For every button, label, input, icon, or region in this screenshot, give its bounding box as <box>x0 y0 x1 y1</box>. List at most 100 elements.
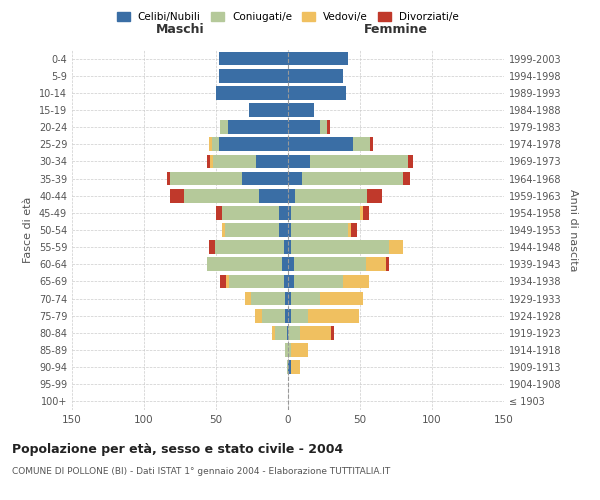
Bar <box>288 103 314 117</box>
Bar <box>288 206 291 220</box>
Bar <box>288 172 302 185</box>
Bar <box>209 138 212 151</box>
Bar <box>288 189 295 202</box>
Text: Popolazione per età, sesso e stato civile - 2004: Popolazione per età, sesso e stato civil… <box>12 442 343 456</box>
Bar <box>288 52 349 66</box>
Bar <box>213 154 256 168</box>
Bar <box>389 240 403 254</box>
Bar <box>291 240 389 254</box>
Bar <box>288 274 294 288</box>
Bar <box>288 86 346 100</box>
Bar <box>226 274 229 288</box>
Bar <box>299 326 331 340</box>
Bar <box>349 223 352 237</box>
Bar <box>216 86 288 100</box>
Bar <box>288 326 299 340</box>
Bar <box>310 154 407 168</box>
Text: Maschi: Maschi <box>155 24 205 36</box>
Bar <box>403 172 410 185</box>
Bar <box>288 154 310 168</box>
Bar <box>170 172 242 185</box>
Bar <box>275 326 287 340</box>
Bar <box>291 343 308 357</box>
Bar <box>363 206 368 220</box>
Bar <box>291 292 320 306</box>
Bar <box>331 326 334 340</box>
Bar <box>343 274 368 288</box>
Bar <box>219 69 288 82</box>
Bar <box>284 240 288 254</box>
Y-axis label: Anni di nascita: Anni di nascita <box>568 188 578 271</box>
Bar <box>288 258 294 271</box>
Bar <box>308 309 359 322</box>
Bar <box>288 360 291 374</box>
Bar <box>222 206 280 220</box>
Bar <box>282 258 288 271</box>
Bar <box>367 189 382 202</box>
Bar <box>287 326 288 340</box>
Bar <box>259 189 288 202</box>
Bar <box>220 274 226 288</box>
Bar <box>224 223 280 237</box>
Bar <box>219 138 288 151</box>
Bar <box>352 223 357 237</box>
Bar <box>210 154 213 168</box>
Bar <box>407 154 413 168</box>
Bar <box>285 343 288 357</box>
Bar <box>291 309 308 322</box>
Bar <box>284 274 288 288</box>
Bar <box>229 274 284 288</box>
Bar <box>209 240 215 254</box>
Bar <box>327 120 330 134</box>
Bar <box>256 154 288 168</box>
Bar <box>216 206 222 220</box>
Bar <box>251 292 285 306</box>
Bar <box>245 292 251 306</box>
Bar <box>288 309 291 322</box>
Bar <box>291 206 360 220</box>
Bar <box>360 206 363 220</box>
Y-axis label: Fasce di età: Fasce di età <box>23 197 33 263</box>
Text: Femmine: Femmine <box>364 24 428 36</box>
Bar <box>167 172 170 185</box>
Bar <box>280 223 288 237</box>
Bar <box>212 138 219 151</box>
Bar <box>288 120 320 134</box>
Text: COMUNE DI POLLONE (BI) - Dati ISTAT 1° gennaio 2004 - Elaborazione TUTTITALIA.IT: COMUNE DI POLLONE (BI) - Dati ISTAT 1° g… <box>12 468 390 476</box>
Bar <box>215 240 284 254</box>
Bar <box>291 360 299 374</box>
Bar <box>170 189 184 202</box>
Bar <box>272 326 275 340</box>
Bar <box>285 292 288 306</box>
Bar <box>366 258 386 271</box>
Bar <box>291 223 349 237</box>
Bar <box>320 120 327 134</box>
Bar <box>288 69 343 82</box>
Bar <box>255 309 262 322</box>
Bar <box>287 360 288 374</box>
Bar <box>184 189 259 202</box>
Bar <box>242 172 288 185</box>
Bar <box>208 258 282 271</box>
Bar <box>353 138 370 151</box>
Bar <box>227 120 288 134</box>
Bar <box>294 274 343 288</box>
Bar <box>262 309 285 322</box>
Bar <box>285 309 288 322</box>
Bar <box>294 258 366 271</box>
Bar <box>288 343 291 357</box>
Bar <box>288 223 291 237</box>
Bar <box>220 120 227 134</box>
Bar <box>222 223 224 237</box>
Legend: Celibi/Nubili, Coniugati/e, Vedovi/e, Divorziati/e: Celibi/Nubili, Coniugati/e, Vedovi/e, Di… <box>113 8 463 26</box>
Bar <box>320 292 363 306</box>
Bar <box>288 138 353 151</box>
Bar <box>208 154 210 168</box>
Bar <box>302 172 403 185</box>
Bar <box>386 258 389 271</box>
Bar <box>288 292 291 306</box>
Bar <box>370 138 373 151</box>
Bar <box>249 103 288 117</box>
Bar <box>288 240 291 254</box>
Bar <box>295 189 367 202</box>
